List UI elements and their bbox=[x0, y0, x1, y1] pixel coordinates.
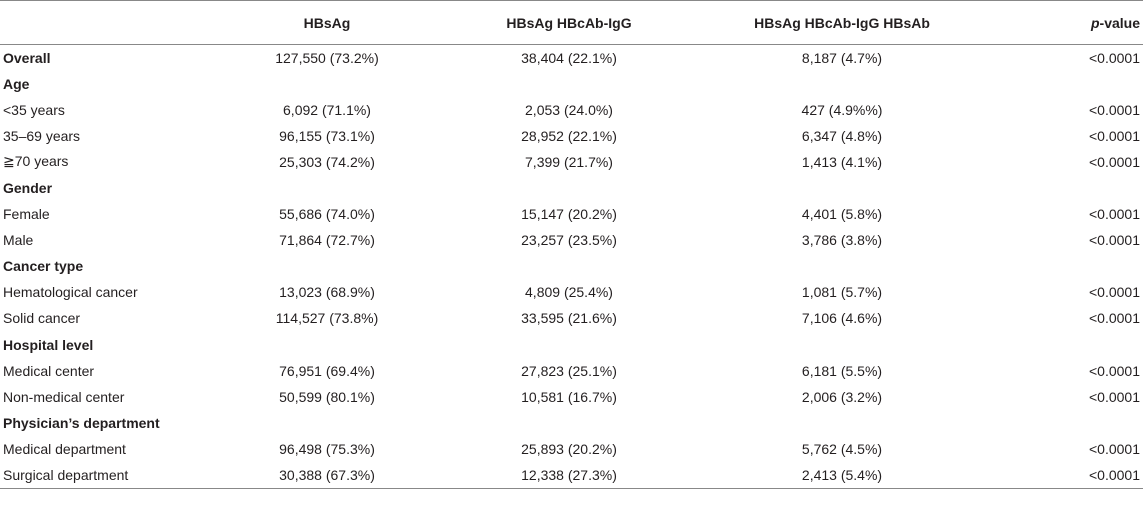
header-row: HBsAg HBsAg HBcAb-IgG HBsAg HBcAb-IgG HB… bbox=[0, 0, 1143, 45]
cell-hbsag: 96,498 (75.3%) bbox=[279, 440, 375, 457]
row-label: Non-medical center bbox=[3, 388, 125, 405]
row-label: Male bbox=[3, 232, 34, 249]
table-row: Medical center 76,951 (69.4%) 27,823 (25.1… bbox=[0, 358, 1143, 384]
section-label: Gender bbox=[3, 180, 53, 197]
cell-hbsag-hbcab: 23,257 (23.5%) bbox=[521, 232, 617, 249]
cell-p-value: <0.0001 bbox=[1089, 49, 1140, 66]
cell-hbsag-hbcab-hbsab: 6,347 (4.8%) bbox=[801, 127, 883, 144]
table-row: Solid cancer 114,527 (73.8%) 33,595 (21.6%… bbox=[0, 305, 1143, 331]
cell-hbsag-hbcab: 38,404 (22.1%) bbox=[521, 49, 617, 66]
cell-hbsag-hbcab-hbsab: 5,762 (4.5%) bbox=[801, 440, 883, 457]
cell-hbsag-hbcab: 12,338 (27.3%) bbox=[437, 462, 701, 489]
cell-hbsag-hbcab: 10,581 (16.7%) bbox=[521, 388, 617, 405]
row-label: Solid cancer bbox=[3, 310, 81, 327]
cell-hbsag: 96,155 (73.1%) bbox=[279, 127, 375, 144]
row-label: Hematological cancer bbox=[3, 284, 138, 301]
section-header-row: Cancer type bbox=[0, 253, 1143, 279]
cell-hbsag-hbcab-hbsab: 2,413 (5.4%) bbox=[701, 462, 983, 489]
section-label: Age bbox=[3, 75, 30, 92]
table-row: Hematological cancer 13,023 (68.9%) 4,809 … bbox=[0, 279, 1143, 305]
cell-p-value: <0.0001 bbox=[1089, 232, 1140, 249]
cell-p-value: <0.0001 bbox=[1089, 284, 1140, 301]
cell-p-value: <0.0001 bbox=[1089, 388, 1140, 405]
cell-p-value: <0.0001 bbox=[1089, 206, 1140, 223]
header-p-italic: p bbox=[1090, 14, 1100, 31]
row-label: Medical department bbox=[3, 440, 126, 457]
cell-hbsag-hbcab: 7,399 (21.7%) bbox=[525, 153, 613, 170]
header-p-value: p-value bbox=[983, 0, 1143, 45]
cell-hbsag-hbcab-hbsab: 2,006 (3.2%) bbox=[801, 388, 883, 405]
cell-p-value: <0.0001 bbox=[1089, 153, 1140, 170]
table-row: Medical department 96,498 (75.3%) 25,893 (… bbox=[0, 436, 1143, 462]
row-label: ≧70 years bbox=[3, 153, 69, 170]
row-label: 35–69 years bbox=[3, 127, 81, 144]
cell-hbsag-hbcab: 25,893 (20.2%) bbox=[521, 440, 617, 457]
cell-p-value: <0.0001 bbox=[1089, 310, 1140, 327]
table-header: HBsAg HBsAg HBcAb-IgG HBsAg HBcAb-IgG HB… bbox=[0, 0, 1143, 45]
cell-p-value: <0.0001 bbox=[1089, 127, 1140, 144]
cell-hbsag: 30,388 (67.3%) bbox=[217, 462, 437, 489]
table-row: Male 71,864 (72.7%) 23,257 (23.5%) 3,786 (3… bbox=[0, 227, 1143, 253]
cell-hbsag-hbcab: 28,952 (22.1%) bbox=[521, 127, 617, 144]
cell-hbsag-hbcab-hbsab: 6,181 (5.5%) bbox=[801, 362, 883, 379]
cell-hbsag-hbcab-hbsab: 8,187 (4.7%) bbox=[801, 49, 883, 66]
table-row: ≧70 years 25,303 (74.2%) 7,399 (21.7%) 1,41… bbox=[0, 149, 1143, 175]
section-header-row: Gender bbox=[0, 175, 1143, 201]
cell-p-value: <0.0001 bbox=[1089, 362, 1140, 379]
cell-hbsag: 55,686 (74.0%) bbox=[279, 206, 375, 223]
table-row: 35–69 years 96,155 (73.1%) 28,952 (22.1%) 6… bbox=[0, 123, 1143, 149]
header-p-rest: -value bbox=[1099, 14, 1140, 31]
cell-hbsag-hbcab-hbsab: 7,106 (4.6%) bbox=[801, 310, 883, 327]
cell-hbsag-hbcab: 15,147 (20.2%) bbox=[521, 206, 617, 223]
table-body: Overall 127,550 (73.2%) 38,404 (22.1%) 8,18… bbox=[0, 45, 1143, 489]
cell-hbsag: 76,951 (69.4%) bbox=[279, 362, 375, 379]
cell-hbsag: 71,864 (72.7%) bbox=[279, 232, 375, 249]
section-header-row: Physician’s department bbox=[0, 410, 1143, 436]
cell-hbsag: 13,023 (68.9%) bbox=[279, 284, 375, 301]
cell-hbsag-hbcab-hbsab: 1,081 (5.7%) bbox=[801, 284, 883, 301]
header-hbsag-hbcab-hbsab: HBsAg HBcAb-IgG HBsAb bbox=[701, 0, 983, 45]
cell-hbsag-hbcab: 33,595 (21.6%) bbox=[521, 310, 617, 327]
results-table: HBsAg HBsAg HBcAb-IgG HBsAg HBcAb-IgG HB… bbox=[0, 0, 1143, 489]
table-row: Non-medical center 50,599 (80.1%) 10,581 (… bbox=[0, 384, 1143, 410]
cell-hbsag-hbcab-hbsab: 427 (4.9%%) bbox=[801, 101, 883, 118]
cell-hbsag: 6,092 (71.1%) bbox=[283, 101, 371, 118]
cell-hbsag-hbcab-hbsab: 4,401 (5.8%) bbox=[801, 206, 883, 223]
header-hbsag: HBsAg bbox=[217, 0, 437, 45]
cell-hbsag-hbcab: 4,809 (25.4%) bbox=[525, 284, 613, 301]
row-label: <35 years bbox=[3, 101, 65, 118]
cell-p-value: <0.0001 bbox=[1089, 101, 1140, 118]
cell-p-value: <0.0001 bbox=[1089, 440, 1140, 457]
table-row: Female 55,686 (74.0%) 15,147 (20.2%) 4,401 … bbox=[0, 201, 1143, 227]
cell-hbsag-hbcab-hbsab: 3,786 (3.8%) bbox=[801, 232, 883, 249]
table-row: Overall 127,550 (73.2%) 38,404 (22.1%) 8,18… bbox=[0, 45, 1143, 71]
cell-hbsag: 114,527 (73.8%) bbox=[275, 310, 379, 327]
section-header-row: Hospital level bbox=[0, 332, 1143, 358]
table-row: Surgical department 30,388 (67.3%) 12,338 … bbox=[0, 462, 1143, 489]
row-label: Female bbox=[3, 206, 50, 223]
cell-hbsag: 127,550 (73.2%) bbox=[275, 49, 379, 66]
cell-hbsag-hbcab-hbsab: 1,413 (4.1%) bbox=[801, 153, 883, 170]
row-label: Medical center bbox=[3, 362, 95, 379]
row-label: Overall bbox=[3, 49, 51, 66]
cell-hbsag-hbcab: 27,823 (25.1%) bbox=[521, 362, 617, 379]
header-hbsag-hbcab: HBsAg HBcAb-IgG bbox=[437, 0, 701, 45]
table-row: <35 years 6,092 (71.1%) 2,053 (24.0%) 427 (… bbox=[0, 97, 1143, 123]
cell-p-value: <0.0001 bbox=[983, 462, 1143, 489]
header-blank bbox=[0, 0, 217, 45]
cell-hbsag: 50,599 (80.1%) bbox=[279, 388, 375, 405]
section-label: Hospital level bbox=[3, 336, 94, 353]
section-label: Physician’s department bbox=[3, 414, 160, 431]
section-label: Cancer type bbox=[3, 258, 84, 275]
cell-hbsag: 25,303 (74.2%) bbox=[279, 153, 375, 170]
cell-hbsag-hbcab: 2,053 (24.0%) bbox=[525, 101, 613, 118]
row-label: Surgical department bbox=[0, 462, 217, 489]
section-header-row: Age bbox=[0, 71, 1143, 97]
